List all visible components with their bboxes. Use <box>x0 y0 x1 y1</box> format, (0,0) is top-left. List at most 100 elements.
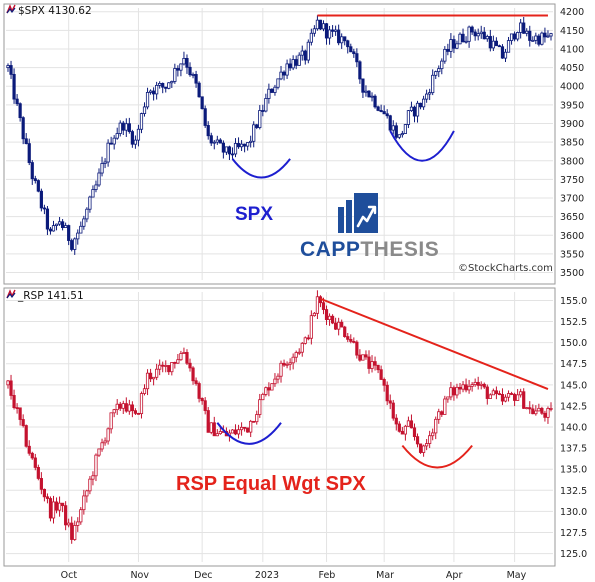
rsp-candle <box>273 373 277 387</box>
rsp-candle <box>312 312 316 317</box>
spx-candle <box>343 36 347 46</box>
rsp-candle <box>522 388 526 409</box>
spx-candle <box>382 105 386 115</box>
rsp-candle <box>212 416 216 437</box>
spx-candle <box>315 15 320 31</box>
rsp-candle <box>476 376 480 390</box>
spx-candle <box>136 124 141 147</box>
spx-candle <box>303 49 307 65</box>
rsp-candle <box>42 488 47 502</box>
spx-tick-label: 3500 <box>560 268 584 279</box>
rsp-candle <box>364 350 368 360</box>
rsp-candle <box>528 401 532 414</box>
rsp-candle <box>239 422 244 436</box>
spx-candle <box>409 101 414 112</box>
spx-candle <box>546 30 550 38</box>
rsp-candle <box>252 420 256 423</box>
spx-candle <box>30 160 34 185</box>
rsp-tick-label: 152.5 <box>560 317 587 328</box>
rsp-candle <box>276 373 280 384</box>
spx-candle <box>479 25 483 39</box>
rsp-candle <box>285 361 289 369</box>
rsp-annotation-label: RSP Equal Wgt SPX <box>176 473 366 495</box>
spx-candle <box>115 127 119 140</box>
spx-candle <box>82 215 86 230</box>
spx-candle <box>39 188 43 212</box>
spx-candle <box>215 135 219 145</box>
rsp-candle <box>421 444 426 457</box>
rsp-candle <box>15 403 19 414</box>
rsp-candle <box>121 400 125 414</box>
spx-candle <box>421 95 426 110</box>
spx-candle <box>346 39 350 54</box>
month-label: Nov <box>130 570 149 581</box>
brand-right: THESIS <box>360 238 439 261</box>
spx-candle <box>306 39 310 64</box>
spx-candle <box>142 102 147 117</box>
rsp-tick-label: 137.5 <box>560 444 587 455</box>
rsp-header-label: _RSP 141.51 <box>17 290 84 302</box>
spx-candle <box>525 28 529 37</box>
spx-candle <box>70 238 74 252</box>
spx-cup-arc <box>231 158 291 179</box>
spx-candle <box>516 31 520 42</box>
spx-candle <box>276 78 280 90</box>
spx-candle <box>258 105 262 130</box>
spx-tick-label: 3800 <box>560 156 584 167</box>
spx-candle <box>443 46 447 64</box>
rsp-candle <box>203 397 207 415</box>
rsp-candle <box>509 391 514 396</box>
rsp-candle <box>118 401 122 411</box>
rsp-candle <box>173 361 177 369</box>
spx-candle <box>440 58 444 75</box>
spx-candle <box>127 117 131 134</box>
rsp-candle <box>382 377 386 392</box>
rsp-candle <box>327 313 332 326</box>
rsp-candle <box>176 354 180 364</box>
spx-candle <box>94 180 98 193</box>
rsp-candle <box>233 424 238 436</box>
spx-candle <box>270 88 274 94</box>
spx-candle <box>118 120 122 137</box>
spx-candle <box>425 89 429 103</box>
spx-candle <box>428 88 432 101</box>
spx-candle <box>467 25 471 48</box>
rsp-candle <box>394 414 398 431</box>
rsp-candle <box>243 426 247 432</box>
spx-candle <box>470 25 474 35</box>
rsp-candle <box>434 416 438 440</box>
spx-candle <box>85 207 89 223</box>
spx-candle <box>67 224 71 246</box>
spx-candle <box>522 16 526 34</box>
rsp-candle <box>309 310 313 345</box>
rsp-candle <box>194 377 198 386</box>
spx-candle <box>103 158 107 169</box>
spx-candle <box>97 168 101 187</box>
rsp-candle <box>155 363 159 381</box>
spx-candle <box>400 130 404 138</box>
rsp-candle <box>485 384 489 405</box>
spx-candle <box>512 31 517 42</box>
rsp-candle <box>303 336 307 345</box>
spx-candle <box>100 156 104 177</box>
rsp-candle <box>534 405 538 416</box>
rsp-candle <box>373 356 377 371</box>
month-gridlines <box>68 8 516 562</box>
rsp-candle <box>103 437 107 446</box>
rsp-candle <box>425 438 429 451</box>
rsp-candle <box>124 397 128 413</box>
spx-candle <box>537 33 541 47</box>
rsp-candle <box>379 365 383 380</box>
rsp-candle <box>431 428 435 441</box>
spx-candle <box>531 36 535 42</box>
rsp-candle <box>18 407 22 426</box>
rsp-candle <box>24 424 28 448</box>
rsp-candle <box>57 496 62 517</box>
rsp-candle <box>516 389 520 401</box>
chart-annotations <box>216 14 549 469</box>
spx-candle <box>321 20 326 32</box>
rsp-candle <box>337 317 341 336</box>
spx-candle <box>461 28 465 43</box>
spx-candle <box>106 139 110 167</box>
rsp-candle <box>352 337 356 344</box>
